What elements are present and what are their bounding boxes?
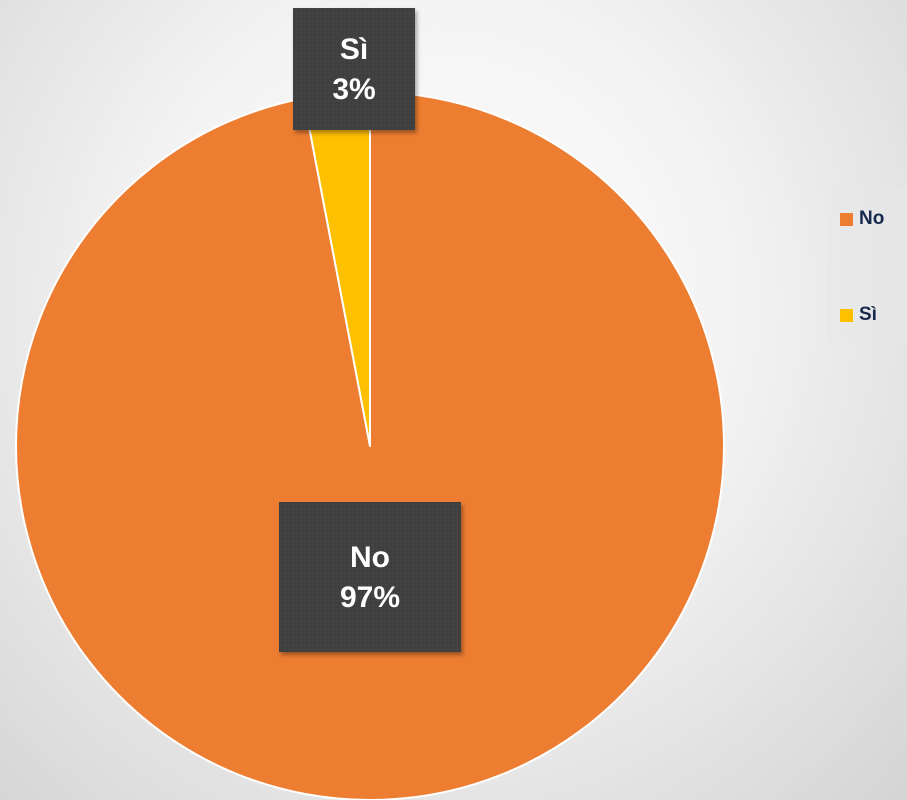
pie-slices (15, 91, 725, 800)
data-labels: No 97% Sì 3% (279, 8, 461, 652)
data-label-category: No (350, 541, 390, 574)
legend-item-no[interactable]: No (840, 208, 884, 230)
legend-swatch-si (840, 308, 853, 322)
data-label-box (293, 8, 415, 130)
data-label-box (279, 502, 461, 652)
legend-label-no: No (859, 208, 885, 229)
data-label-si: Sì 3% (293, 8, 415, 130)
data-label-no: No 97% (279, 502, 461, 652)
legend-label-si: Sì (859, 304, 877, 325)
legend-swatch-no (840, 212, 853, 226)
legend: No Sì (826, 186, 907, 342)
data-label-value: 97% (340, 581, 400, 614)
data-label-value: 3% (332, 73, 375, 106)
legend-item-si[interactable]: Sì (840, 304, 877, 326)
data-label-category: Sì (340, 33, 368, 66)
